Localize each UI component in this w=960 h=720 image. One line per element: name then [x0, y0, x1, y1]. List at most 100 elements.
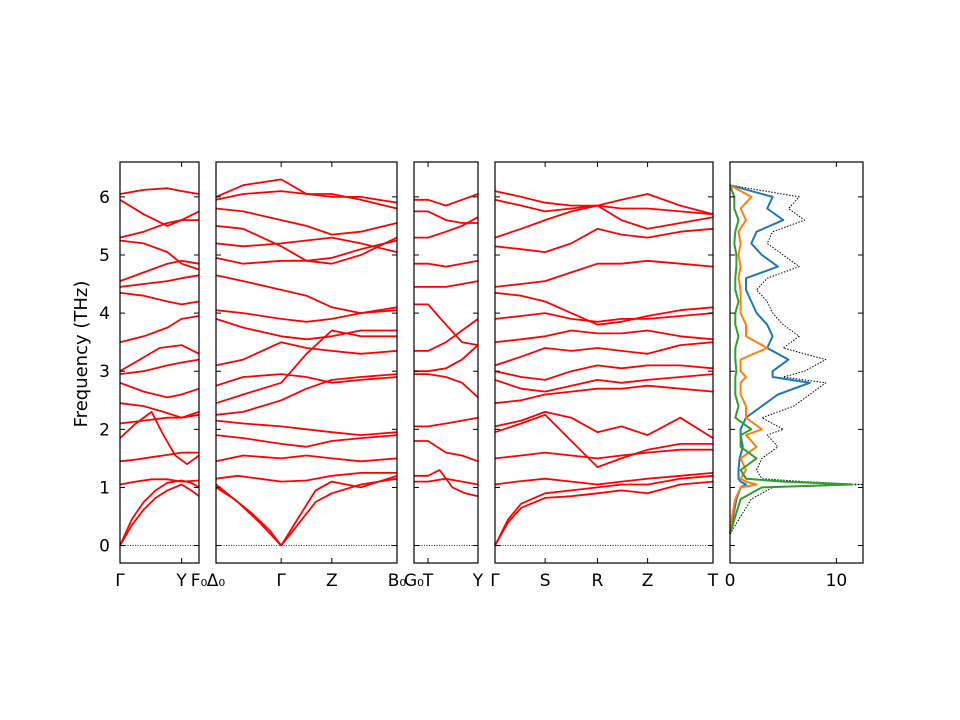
band-line [280, 477, 398, 547]
panel-frame [215, 161, 398, 564]
band-line [215, 486, 282, 547]
band-line [215, 274, 398, 314]
band-line [119, 413, 200, 425]
band-line [494, 227, 714, 253]
panel-frame [729, 161, 864, 564]
band-line [494, 364, 714, 381]
band-line [414, 193, 479, 207]
band-line [119, 402, 200, 419]
band-line [215, 329, 397, 405]
dos-total-line [729, 184, 864, 535]
panel-frame [119, 161, 200, 564]
band-line [414, 303, 479, 346]
dos-partial-line [729, 184, 854, 535]
y-tick-label: 0 [99, 537, 110, 557]
band-line [414, 373, 479, 399]
band-line [119, 187, 200, 195]
band-line [215, 373, 398, 416]
band-line [494, 384, 714, 405]
band-line [119, 381, 200, 399]
band-line [119, 219, 199, 239]
k-point-label: G₀ [404, 571, 424, 591]
y-tick-label: 4 [99, 304, 110, 324]
panel-frame [413, 161, 479, 564]
band-line [494, 190, 714, 216]
band-panel-1: Γ Y F₀ 0 1 2 3 4 5 6 [99, 161, 208, 591]
band-line [494, 480, 714, 547]
band-line [494, 312, 714, 323]
y-tick-label: 3 [99, 362, 110, 382]
band-line [119, 411, 200, 466]
band-line [215, 341, 398, 367]
band-line [494, 474, 714, 547]
dos-panel: 0 10 [725, 161, 864, 591]
k-point-label: F₀ [191, 571, 208, 591]
band-line [280, 474, 398, 547]
band-line [215, 454, 398, 463]
k-point-label: Y [472, 571, 484, 591]
band-line [215, 178, 398, 204]
k-point-label: Z [326, 571, 338, 591]
k-point-label: T [707, 571, 719, 591]
y-tick-label: 6 [99, 188, 110, 208]
k-point-label: R [592, 571, 604, 591]
band-line [215, 207, 398, 236]
band-line [494, 341, 714, 367]
y-axis-label: Frequency (THz) [71, 281, 92, 428]
band-line [414, 440, 479, 463]
band-line [215, 419, 398, 436]
band-line [494, 472, 714, 486]
k-point-label: Y [175, 571, 187, 591]
k-point-label: Z [642, 571, 654, 591]
band-line [119, 451, 199, 463]
k-point-label: Γ [115, 571, 125, 591]
band-line [215, 318, 397, 341]
k-point-label: Γ [276, 571, 286, 591]
band-line [119, 315, 200, 344]
dos-x-tick-label: 0 [725, 571, 736, 591]
band-line [215, 373, 398, 387]
band-line [414, 344, 479, 373]
k-point-label: Δ₀ [207, 571, 226, 591]
k-point-label: T [422, 571, 434, 591]
band-line [414, 259, 479, 268]
y-tick-label: 5 [99, 246, 110, 266]
band-line [215, 472, 397, 483]
band-line [119, 358, 200, 375]
band-line [494, 413, 713, 468]
band-line [119, 478, 200, 486]
band-line [215, 225, 398, 265]
band-line [494, 448, 713, 460]
band-line [494, 373, 714, 393]
band-line [215, 434, 398, 448]
dos-x-tick-label: 10 [826, 571, 848, 591]
band-line [414, 318, 479, 352]
k-point-label: S [540, 571, 551, 591]
band-line [119, 483, 200, 547]
band-line [119, 259, 200, 282]
band-line [414, 416, 479, 428]
k-point-label: Γ [490, 571, 500, 591]
band-line [414, 469, 479, 498]
k-point-label: B₀ [388, 571, 407, 591]
band-panel-2: Δ₀ Γ Z B₀ [207, 161, 407, 591]
band-line [414, 210, 478, 224]
band-line [119, 274, 200, 288]
y-tick-label: 1 [99, 478, 110, 498]
band-line [215, 236, 398, 253]
band-line [119, 344, 200, 372]
band-line [119, 479, 200, 546]
band-line [215, 483, 282, 547]
band-line [494, 411, 714, 439]
dos-partial-line [729, 184, 769, 535]
band-panel-3: G₀T Y [404, 161, 484, 591]
band-line [494, 259, 714, 288]
y-tick-label: 2 [99, 420, 110, 440]
dos-partial-line [729, 184, 811, 535]
band-line [494, 291, 714, 326]
band-line [119, 291, 200, 306]
band-line [414, 280, 479, 288]
panel-frame [494, 161, 714, 564]
